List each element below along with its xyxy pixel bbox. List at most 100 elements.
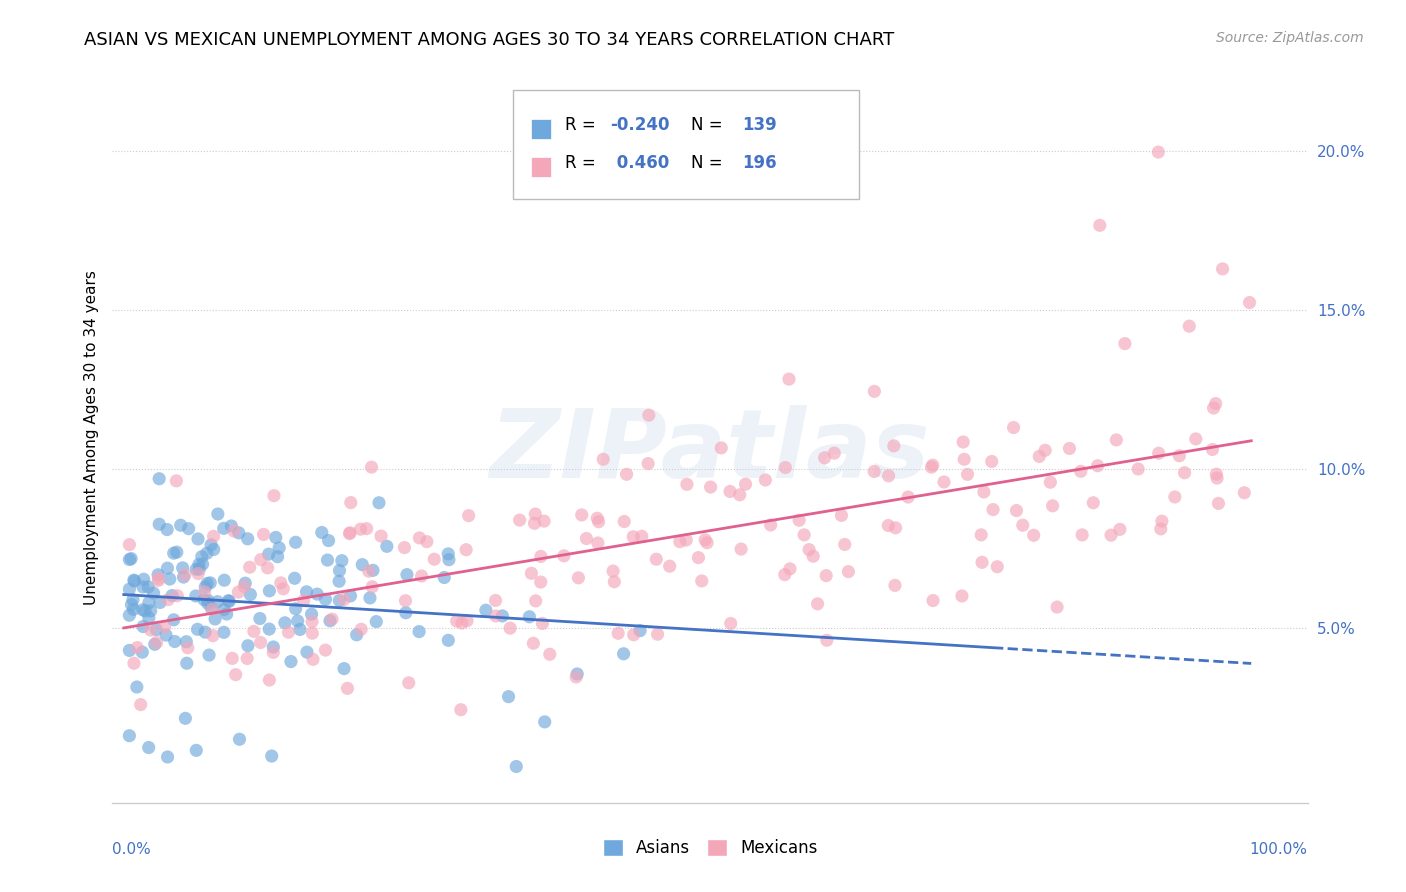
Point	[194, 580, 217, 594]
Point	[519, 609, 541, 624]
Point	[1150, 514, 1173, 528]
Point	[699, 480, 721, 494]
Point	[1028, 450, 1050, 464]
Point	[339, 525, 361, 540]
Point	[186, 743, 208, 757]
Point	[395, 606, 418, 620]
Point	[637, 408, 659, 422]
Point	[921, 458, 943, 473]
Point	[228, 585, 250, 599]
Point	[201, 629, 224, 643]
Point	[523, 516, 546, 531]
Point	[118, 729, 141, 743]
Point	[499, 621, 522, 635]
Point	[118, 643, 141, 657]
Text: 0.0%: 0.0%	[112, 842, 152, 857]
Point	[645, 552, 668, 566]
Point	[207, 595, 229, 609]
Point	[411, 569, 433, 583]
Point	[586, 536, 609, 550]
Point	[370, 529, 392, 543]
Point	[295, 584, 318, 599]
Point	[142, 586, 165, 600]
Point	[787, 513, 810, 527]
Point	[145, 623, 167, 637]
Point	[321, 612, 343, 626]
Point	[416, 534, 439, 549]
Point	[408, 531, 430, 545]
Point	[118, 538, 141, 552]
Point	[734, 477, 756, 491]
Point	[259, 673, 281, 687]
Point	[1178, 319, 1201, 334]
Text: 100.0%: 100.0%	[1250, 842, 1308, 857]
Point	[256, 561, 278, 575]
Point	[676, 477, 699, 491]
Point	[191, 549, 214, 564]
Point	[319, 614, 342, 628]
Point	[236, 532, 259, 546]
Point	[301, 607, 323, 622]
Point	[932, 475, 955, 489]
Point	[475, 603, 498, 617]
Point	[194, 585, 217, 599]
Point	[1059, 442, 1081, 456]
Point	[214, 573, 236, 587]
Point	[730, 542, 752, 557]
Text: 139: 139	[742, 116, 776, 134]
Point	[533, 514, 555, 528]
Point	[148, 517, 170, 532]
Point	[395, 567, 418, 582]
Point	[754, 473, 776, 487]
Point	[262, 645, 284, 659]
Text: -0.240: -0.240	[610, 116, 671, 134]
Point	[160, 589, 183, 603]
Point	[567, 667, 589, 681]
Point	[222, 524, 245, 538]
Point	[530, 549, 553, 564]
Point	[236, 651, 259, 665]
Y-axis label: Unemployment Among Ages 30 to 34 years: Unemployment Among Ages 30 to 34 years	[83, 269, 98, 605]
Point	[200, 538, 222, 552]
Point	[132, 580, 155, 594]
Point	[352, 558, 374, 572]
Point	[172, 561, 194, 575]
Point	[318, 533, 340, 548]
Point	[718, 484, 741, 499]
Point	[269, 541, 291, 555]
Point	[1083, 496, 1105, 510]
Point	[973, 485, 995, 500]
Point	[149, 595, 172, 609]
Point	[333, 662, 356, 676]
Point	[333, 592, 356, 607]
Point	[188, 558, 211, 572]
Point	[148, 572, 170, 586]
Point	[202, 529, 225, 543]
Point	[257, 547, 280, 561]
Point	[314, 643, 336, 657]
Point	[520, 566, 543, 581]
Text: N =: N =	[690, 116, 727, 134]
Point	[1039, 475, 1062, 490]
Point	[174, 711, 197, 725]
Point	[1126, 462, 1149, 476]
Point	[356, 522, 378, 536]
Point	[522, 636, 544, 650]
Point	[567, 571, 589, 585]
Point	[775, 460, 797, 475]
Point	[394, 593, 416, 607]
Point	[186, 623, 208, 637]
Point	[127, 640, 149, 655]
Point	[155, 628, 177, 642]
Point	[121, 598, 143, 612]
Point	[273, 582, 295, 596]
Point	[361, 580, 384, 594]
Point	[630, 529, 652, 543]
Point	[1208, 496, 1230, 510]
Point	[163, 546, 186, 560]
Point	[613, 515, 636, 529]
Point	[218, 594, 240, 608]
Point	[922, 593, 945, 607]
Point	[197, 597, 219, 611]
Point	[195, 546, 218, 560]
